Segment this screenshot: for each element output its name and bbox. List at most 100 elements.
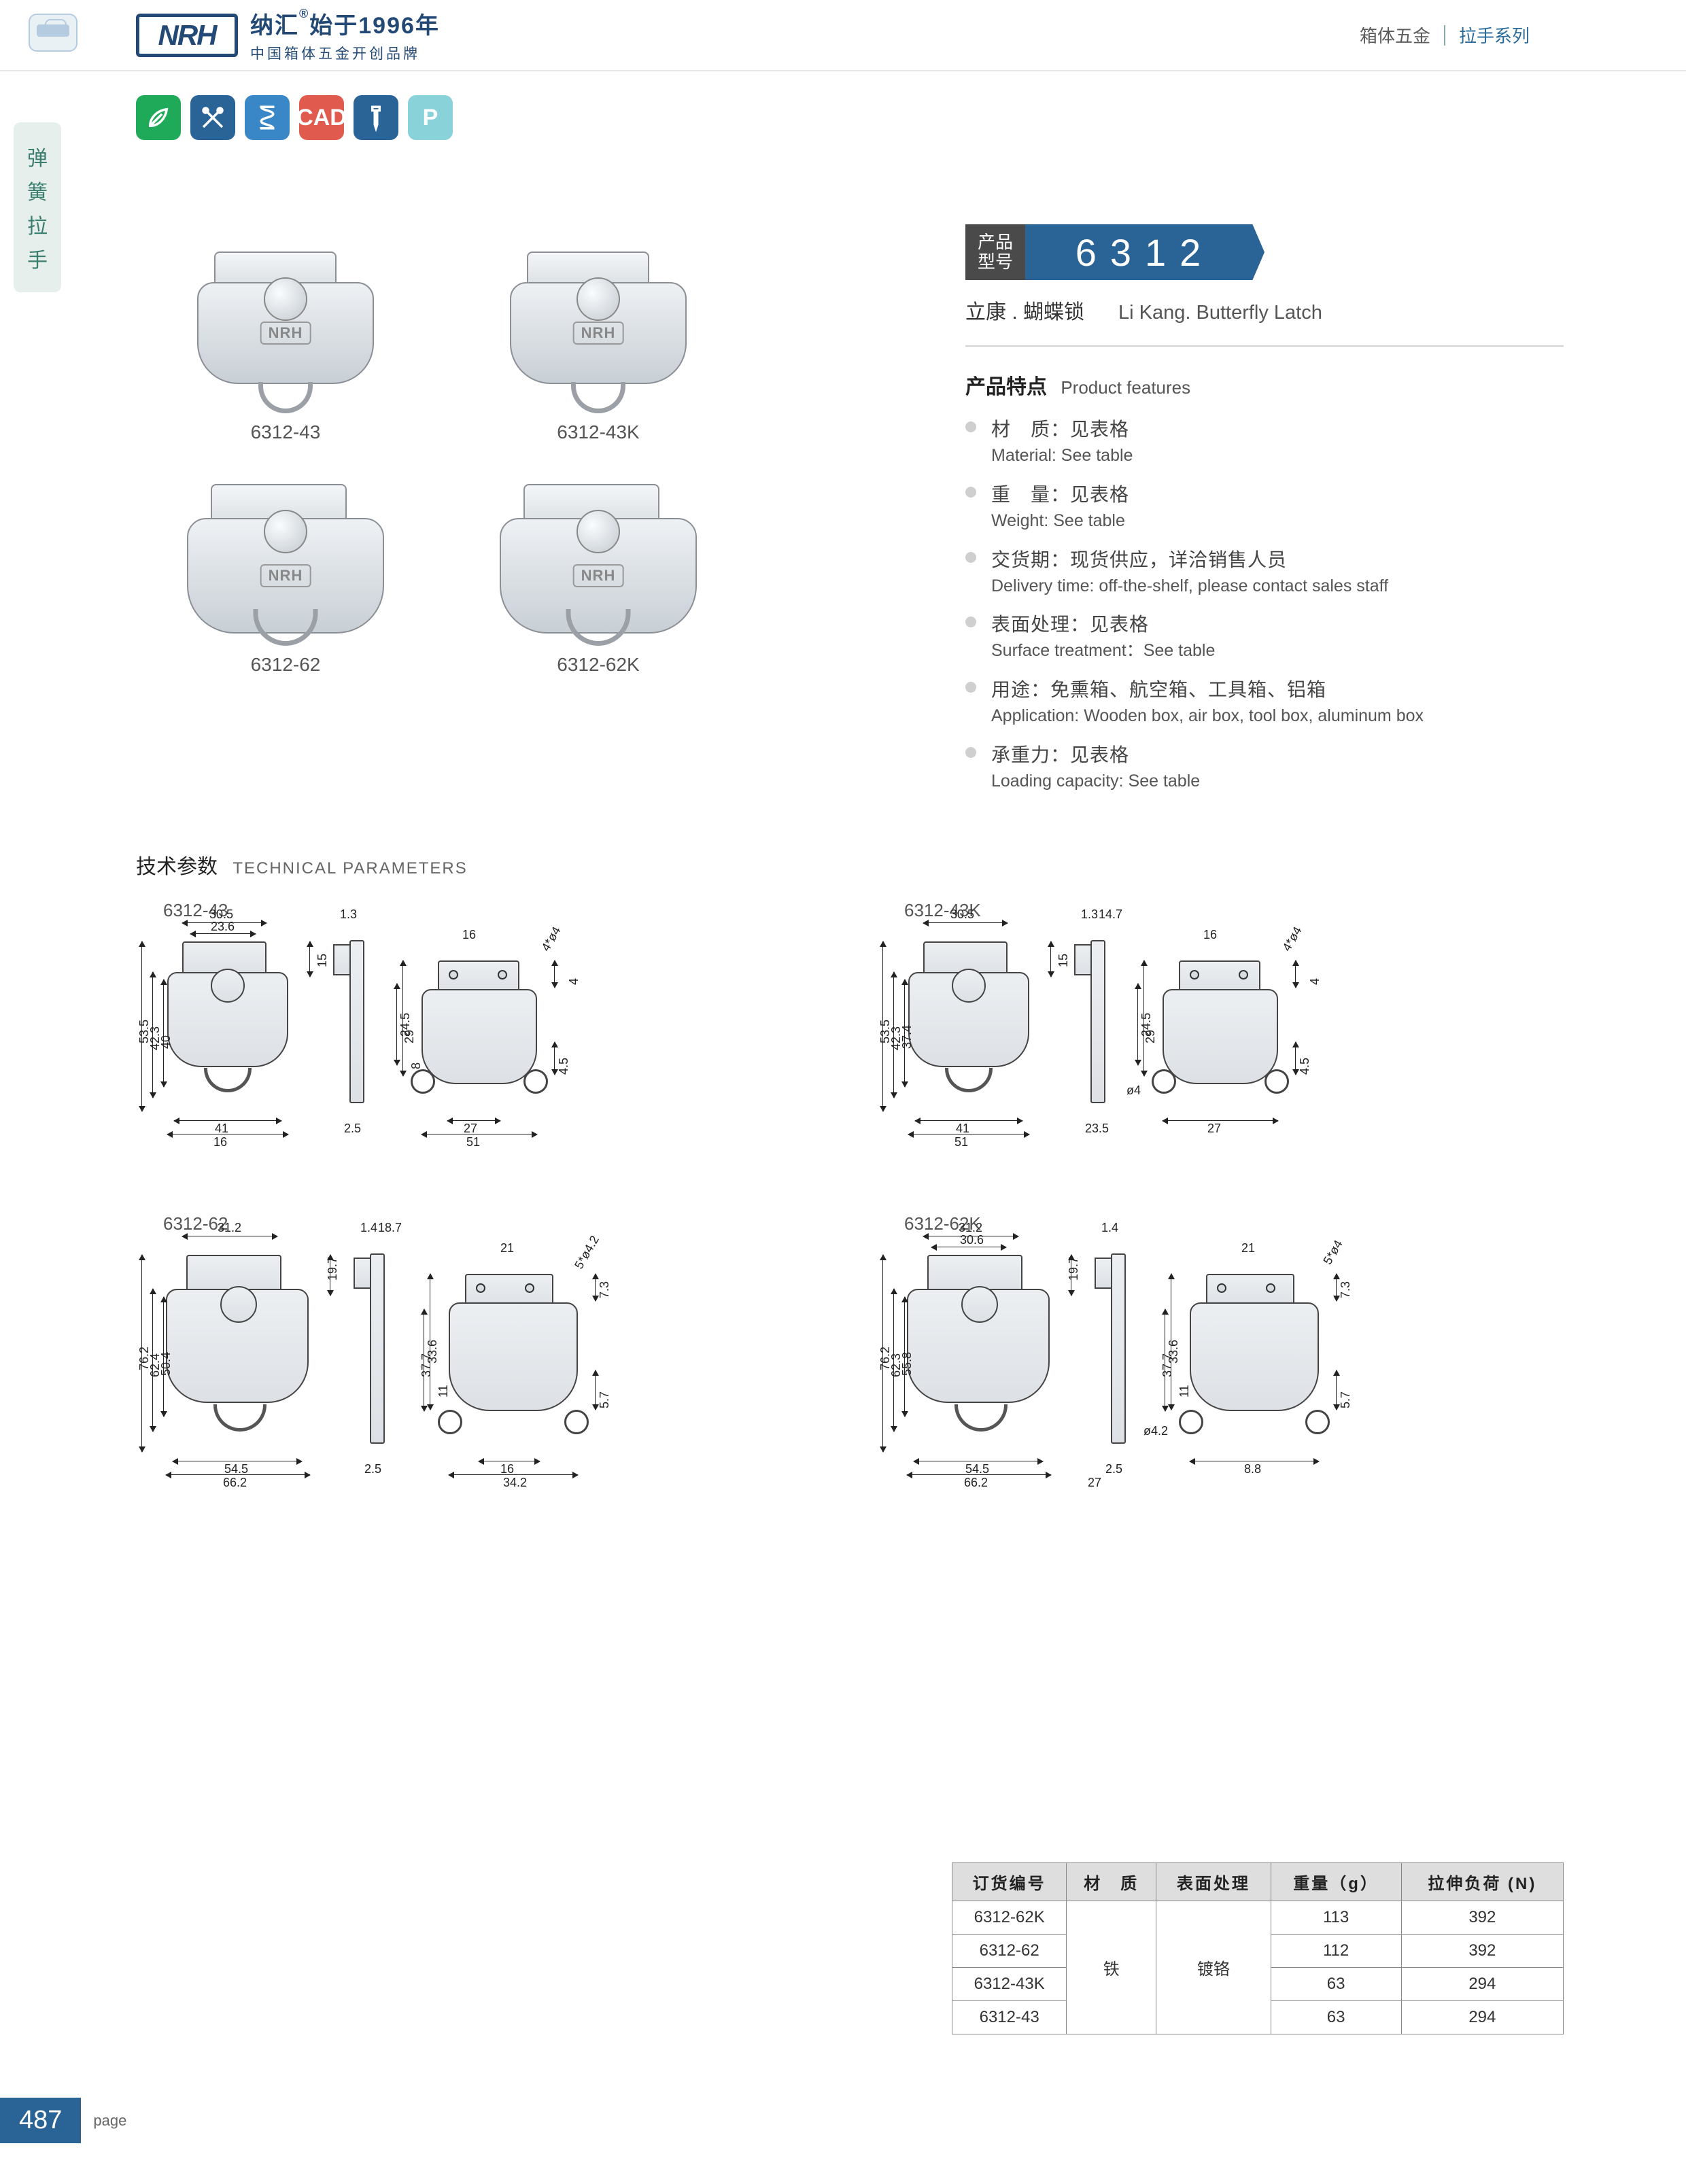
model-label-line: 型号 bbox=[978, 252, 1013, 272]
series-label: 拉手系列 bbox=[1459, 22, 1530, 48]
feature-item: 材 质：见表格 Material: See table bbox=[965, 415, 1564, 468]
feature-item: 表面处理：见表格 Surface treatment：See table bbox=[965, 610, 1564, 663]
spec-surface: 镀铬 bbox=[1156, 1901, 1271, 2034]
header-breadcrumb: 箱体五金 拉手系列 bbox=[1360, 22, 1530, 48]
front-view: 30.5 53.5 42.3 37.4 41 51 15 bbox=[897, 935, 1040, 1118]
page-footer: 487 page bbox=[0, 2098, 126, 2143]
model-label: 产品 型号 bbox=[965, 224, 1025, 280]
side-view: 1.3 29 2.5 bbox=[326, 935, 388, 1118]
features-heading: 产品特点 Product features bbox=[965, 370, 1564, 400]
tech-heading: 技术参数 TECHNICAL PARAMETERS bbox=[136, 850, 1564, 880]
registered-mark: ® bbox=[299, 7, 309, 20]
breadcrumb-separator bbox=[1444, 25, 1445, 46]
side-tab-char: 簧 bbox=[27, 175, 48, 205]
spec-header: 表面处理 bbox=[1156, 1863, 1271, 1901]
brand-cn: 纳汇 bbox=[250, 13, 299, 39]
param-icon: P bbox=[408, 95, 453, 140]
brand-logo: NRH bbox=[136, 14, 238, 57]
feature-item: 重 量：见表格 Weight: See table bbox=[965, 480, 1564, 533]
catalog-page: NRH 纳汇®始于1996年 中国箱体五金开创品牌 箱体五金 拉手系列 弹 簧 … bbox=[0, 0, 1686, 2184]
spec-header: 订货编号 bbox=[952, 1863, 1067, 1901]
bullet-icon bbox=[965, 682, 976, 693]
product-cell: 6312-43 bbox=[150, 245, 422, 443]
spec-header: 重量（g） bbox=[1271, 1863, 1401, 1901]
features-heading-cn: 产品特点 bbox=[965, 376, 1047, 398]
rear-view: 21 5*ø4 33.6 11 7.3 5.7 8.8 bbox=[1183, 1268, 1326, 1459]
spring-icon bbox=[245, 95, 290, 140]
feature-cn: 用途：免熏箱、航空箱、工具箱、铝箱 bbox=[991, 675, 1564, 702]
front-view: 31.2 30.6 76.2 62.3 55.8 54.5 66.2 19.7 bbox=[897, 1248, 1061, 1459]
side-tab-char: 弹 bbox=[27, 141, 48, 171]
eco-icon bbox=[136, 95, 181, 140]
front-view: 30.5 23.6 53.5 42.3 40 41 16 15 bbox=[156, 935, 299, 1118]
tools-icon bbox=[190, 95, 235, 140]
spec-row: 6312-62K铁镀铬113392 bbox=[952, 1901, 1564, 1935]
feature-en: Delivery time: off-the-shelf, please con… bbox=[991, 575, 1564, 598]
spec-weight: 112 bbox=[1271, 1935, 1401, 1968]
spec-code: 6312-43K bbox=[952, 1968, 1067, 2001]
rear-view: 21 5*ø4.2 33.6 11 7.3 5.7 16 34.2 bbox=[442, 1268, 585, 1459]
spec-code: 6312-43 bbox=[952, 2001, 1067, 2034]
feature-en: Material: See table bbox=[991, 445, 1564, 468]
page-header: NRH 纳汇®始于1996年 中国箱体五金开创品牌 箱体五金 拉手系列 bbox=[0, 0, 1686, 71]
page-number: 487 bbox=[0, 2098, 81, 2143]
product-cell: 6312-62 bbox=[150, 477, 422, 676]
feature-item: 承重力：见表格 Loading capacity: See table bbox=[965, 740, 1564, 793]
side-category-tab: 弹 簧 拉 手 bbox=[14, 122, 61, 292]
tech-drawing-cell: 6312-62K 31.2 30.6 76.2 62.3 bbox=[877, 1213, 1564, 1486]
features-heading-en: Product features bbox=[1061, 377, 1190, 398]
spec-material: 铁 bbox=[1067, 1901, 1156, 2034]
brand-block: NRH 纳汇®始于1996年 中国箱体五金开创品牌 bbox=[136, 7, 440, 63]
drawing-code: 6312-62 bbox=[163, 1213, 823, 1234]
tech-heading-en: TECHNICAL PARAMETERS bbox=[233, 859, 467, 878]
page-label: page bbox=[93, 2112, 126, 2130]
spec-table-wrap: 订货编号材 质表面处理重量（g）拉伸负荷 (N)6312-62K铁镀铬11339… bbox=[952, 1862, 1564, 2034]
spec-table: 订货编号材 质表面处理重量（g）拉伸负荷 (N)6312-62K铁镀铬11339… bbox=[952, 1862, 1564, 2034]
spec-header: 拉伸负荷 (N) bbox=[1401, 1863, 1563, 1901]
feature-en: Loading capacity: See table bbox=[991, 770, 1564, 793]
side-view: 1.4 37.7 2.5 27 ø4.2 bbox=[1088, 1248, 1156, 1459]
model-number-box: 产品 型号 6312 bbox=[965, 224, 1264, 280]
front-view: 31.2 76.2 62.4 50.4 54.5 66.2 19.7 bbox=[156, 1248, 320, 1459]
product-image-grid: 6312-43 6312-43K 6312-62 6312-62K bbox=[150, 245, 734, 676]
drawing-code: 6312-43 bbox=[163, 900, 823, 921]
technical-drawing: 30.5 23.6 53.5 42.3 40 41 16 15 bbox=[136, 935, 823, 1173]
product-code: 6312-43K bbox=[462, 421, 734, 443]
feature-item: 交货期：现货供应，详洽销售人员 Delivery time: off-the-s… bbox=[965, 545, 1564, 598]
drawing-code: 6312-62K bbox=[904, 1213, 1564, 1234]
product-subtitle: 立康 . 蝴蝶锁 Li Kang. Butterfly Latch bbox=[965, 295, 1564, 325]
product-image bbox=[486, 245, 710, 408]
spec-weight: 113 bbox=[1271, 1901, 1401, 1935]
tech-heading-cn: 技术参数 bbox=[136, 856, 218, 878]
spec-header: 材 质 bbox=[1067, 1863, 1156, 1901]
cad-icon: CAD bbox=[299, 95, 344, 140]
subtitle-en: Li Kang. Butterfly Latch bbox=[1118, 302, 1322, 324]
feature-item: 用途：免熏箱、航空箱、工具箱、铝箱 Application: Wooden bo… bbox=[965, 675, 1564, 728]
feature-cn: 材 质：见表格 bbox=[991, 415, 1564, 442]
side-view: 1.4 18.7 37.7 2.5 bbox=[347, 1248, 415, 1459]
model-number: 6312 bbox=[1025, 224, 1264, 280]
product-info-panel: 产品 型号 6312 立康 . 蝴蝶锁 Li Kang. Butterfly L… bbox=[965, 224, 1564, 793]
product-cell: 6312-62K bbox=[462, 477, 734, 676]
brand-title: 纳汇®始于1996年 bbox=[250, 7, 440, 40]
feature-icon-row: CAD P bbox=[136, 95, 453, 140]
feature-cn: 表面处理：见表格 bbox=[991, 610, 1564, 637]
bullet-icon bbox=[965, 747, 976, 758]
screw-icon bbox=[354, 95, 398, 140]
technical-drawings-grid: 6312-43 30.5 23.6 53.5 42.3 bbox=[136, 900, 1564, 1486]
product-image bbox=[173, 245, 398, 408]
spec-load: 294 bbox=[1401, 2001, 1563, 2034]
features-list: 材 质：见表格 Material: See table 重 量：见表格 Weig… bbox=[965, 415, 1564, 793]
drawing-code: 6312-43K bbox=[904, 900, 1564, 921]
brand-since: 始于1996年 bbox=[309, 13, 440, 39]
bullet-icon bbox=[965, 617, 976, 627]
spec-load: 294 bbox=[1401, 1968, 1563, 2001]
product-cell: 6312-43K bbox=[462, 245, 734, 443]
tech-drawing-cell: 6312-43 30.5 23.6 53.5 42.3 bbox=[136, 900, 823, 1173]
brand-subtitle: 中国箱体五金开创品牌 bbox=[250, 43, 440, 63]
spec-load: 392 bbox=[1401, 1935, 1563, 1968]
bullet-icon bbox=[965, 487, 976, 498]
tech-drawing-cell: 6312-43K 30.5 53.5 42.3 bbox=[877, 900, 1564, 1173]
rear-view: 16 4*ø4 24.5 4 4.5 27 bbox=[1156, 955, 1285, 1118]
bullet-icon bbox=[965, 552, 976, 563]
